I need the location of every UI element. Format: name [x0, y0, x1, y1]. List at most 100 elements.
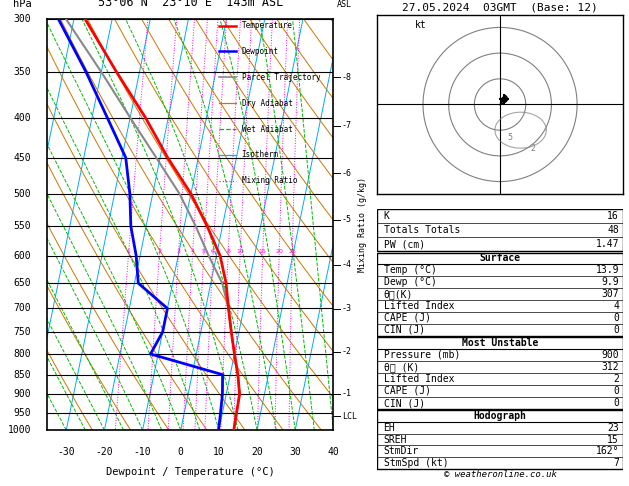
- Text: Isotherm: Isotherm: [242, 151, 279, 159]
- Text: 450: 450: [14, 153, 31, 163]
- Text: Wet Adiabat: Wet Adiabat: [242, 124, 292, 134]
- Text: 15: 15: [259, 249, 267, 254]
- Bar: [377, 209, 623, 251]
- Text: 7: 7: [613, 458, 619, 468]
- Text: 1.47: 1.47: [596, 239, 619, 249]
- Text: Parcel Trajectory: Parcel Trajectory: [242, 73, 320, 82]
- Text: Lifted Index: Lifted Index: [384, 374, 454, 384]
- Text: CAPE (J): CAPE (J): [384, 386, 430, 396]
- Text: 2: 2: [531, 144, 536, 153]
- Text: EH: EH: [384, 423, 395, 433]
- Text: Pressure (mb): Pressure (mb): [384, 350, 460, 360]
- Bar: [377, 337, 623, 409]
- Text: 53°06'N  23°10'E  143m ASL: 53°06'N 23°10'E 143m ASL: [97, 0, 283, 9]
- Text: -8: -8: [342, 72, 352, 82]
- Text: Mixing Ratio: Mixing Ratio: [242, 176, 298, 185]
- Text: 312: 312: [601, 362, 619, 372]
- Text: Lifted Index: Lifted Index: [384, 301, 454, 311]
- Text: 25: 25: [288, 249, 296, 254]
- Text: 350: 350: [14, 67, 31, 77]
- Text: 5: 5: [508, 134, 513, 142]
- Text: Most Unstable: Most Unstable: [462, 338, 538, 348]
- Text: 15: 15: [607, 434, 619, 445]
- Text: -5: -5: [342, 215, 352, 224]
- Text: StmSpd (kt): StmSpd (kt): [384, 458, 448, 468]
- Text: 40: 40: [328, 447, 339, 456]
- Text: 9.9: 9.9: [601, 277, 619, 287]
- Text: Hodograph: Hodograph: [474, 411, 526, 421]
- Text: StmDir: StmDir: [384, 446, 419, 456]
- Text: CIN (J): CIN (J): [384, 398, 425, 408]
- Text: 10: 10: [237, 249, 244, 254]
- Text: 800: 800: [14, 349, 31, 359]
- Text: 10: 10: [213, 447, 225, 456]
- Text: -10: -10: [134, 447, 152, 456]
- Text: 0: 0: [613, 313, 619, 323]
- Text: hPa: hPa: [13, 0, 31, 9]
- Text: K: K: [384, 211, 389, 221]
- Text: Dewpoint: Dewpoint: [242, 47, 279, 56]
- Text: 30: 30: [289, 447, 301, 456]
- Text: -6: -6: [342, 169, 352, 178]
- Text: 650: 650: [14, 278, 31, 288]
- Text: 6: 6: [211, 249, 215, 254]
- Text: -20: -20: [96, 447, 113, 456]
- Text: 0: 0: [178, 447, 184, 456]
- Text: 3: 3: [176, 249, 181, 254]
- Text: km
ASL: km ASL: [337, 0, 352, 9]
- Text: 16: 16: [607, 211, 619, 221]
- Text: 1000: 1000: [8, 425, 31, 435]
- Text: 0: 0: [613, 398, 619, 408]
- Text: 0: 0: [613, 386, 619, 396]
- Text: 950: 950: [14, 408, 31, 417]
- Text: -7: -7: [342, 122, 352, 130]
- Text: θᴄ (K): θᴄ (K): [384, 362, 419, 372]
- Text: 400: 400: [14, 113, 31, 122]
- Text: 5: 5: [202, 249, 206, 254]
- Text: 4: 4: [191, 249, 194, 254]
- Text: CIN (J): CIN (J): [384, 325, 425, 334]
- Text: 2: 2: [157, 249, 161, 254]
- Text: 900: 900: [14, 389, 31, 399]
- Text: 1: 1: [126, 249, 130, 254]
- Text: 162°: 162°: [596, 446, 619, 456]
- Title: 27.05.2024  03GMT  (Base: 12): 27.05.2024 03GMT (Base: 12): [402, 2, 598, 13]
- Text: 20: 20: [275, 249, 283, 254]
- Text: © weatheronline.co.uk: © weatheronline.co.uk: [443, 469, 557, 479]
- Text: Totals Totals: Totals Totals: [384, 225, 460, 235]
- Text: 13.9: 13.9: [596, 265, 619, 275]
- Text: 0: 0: [613, 325, 619, 334]
- Text: 900: 900: [601, 350, 619, 360]
- Text: 700: 700: [14, 303, 31, 313]
- Bar: [377, 253, 623, 335]
- Text: PW (cm): PW (cm): [384, 239, 425, 249]
- Text: θᴄ(K): θᴄ(K): [384, 289, 413, 299]
- Text: 2: 2: [613, 374, 619, 384]
- Text: 500: 500: [14, 189, 31, 199]
- Text: -1: -1: [342, 389, 352, 398]
- Text: Dewpoint / Temperature (°C): Dewpoint / Temperature (°C): [106, 467, 275, 477]
- Text: 750: 750: [14, 327, 31, 337]
- Text: -3: -3: [342, 304, 352, 313]
- Text: -2: -2: [342, 347, 352, 356]
- Text: 48: 48: [607, 225, 619, 235]
- Text: Temp (°C): Temp (°C): [384, 265, 437, 275]
- Text: Surface: Surface: [479, 254, 521, 263]
- Text: -4: -4: [342, 260, 352, 269]
- Text: 300: 300: [14, 15, 31, 24]
- Text: 850: 850: [14, 370, 31, 380]
- Text: 307: 307: [601, 289, 619, 299]
- Text: 600: 600: [14, 251, 31, 261]
- Text: SREH: SREH: [384, 434, 407, 445]
- Text: 20: 20: [251, 447, 263, 456]
- Text: Temperature: Temperature: [242, 21, 292, 30]
- Text: 23: 23: [607, 423, 619, 433]
- Text: Dry Adiabat: Dry Adiabat: [242, 99, 292, 108]
- Text: 550: 550: [14, 221, 31, 231]
- Text: Dewp (°C): Dewp (°C): [384, 277, 437, 287]
- Text: 8: 8: [226, 249, 230, 254]
- Bar: [377, 410, 623, 469]
- Text: Mixing Ratio (g/kg): Mixing Ratio (g/kg): [359, 177, 367, 272]
- Text: CAPE (J): CAPE (J): [384, 313, 430, 323]
- Text: LCL: LCL: [342, 412, 357, 421]
